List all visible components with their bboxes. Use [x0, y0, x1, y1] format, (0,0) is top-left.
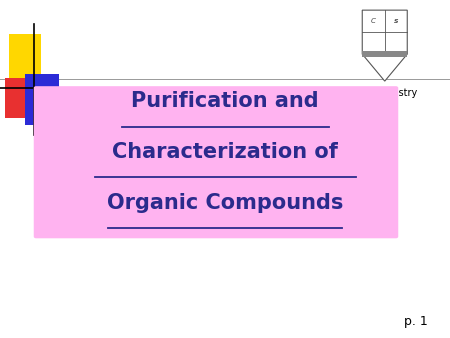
Bar — [25, 74, 59, 125]
Polygon shape — [362, 10, 407, 81]
Text: S: S — [394, 19, 398, 24]
Text: C: C — [371, 18, 376, 24]
Bar — [362, 51, 407, 57]
Bar — [9, 34, 40, 78]
Text: Organic Compounds: Organic Compounds — [107, 193, 343, 213]
Text: Characterization of: Characterization of — [112, 142, 338, 162]
Text: p. 1: p. 1 — [404, 315, 428, 328]
Text: AL Chemistry: AL Chemistry — [352, 88, 418, 98]
FancyBboxPatch shape — [34, 86, 398, 238]
Bar — [4, 78, 34, 118]
Text: Purification and: Purification and — [131, 91, 319, 112]
